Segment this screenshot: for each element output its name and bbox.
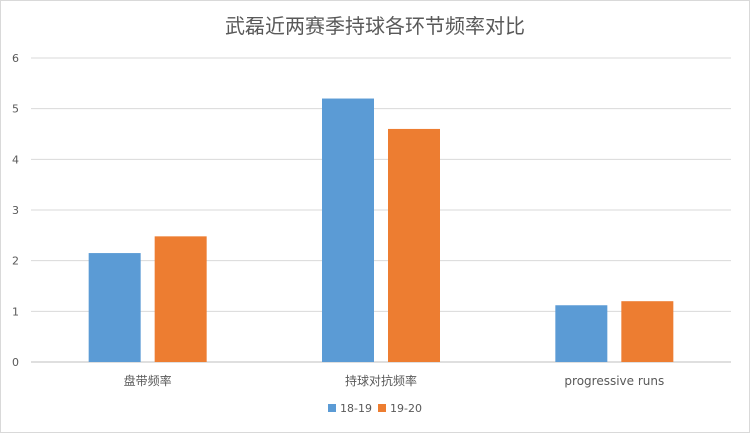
y-tick-label: 0: [12, 356, 19, 369]
x-category-label: 持球对抗频率: [345, 373, 417, 388]
y-tick-label: 5: [12, 103, 19, 116]
bar-19-20-1: [388, 128, 440, 362]
y-axis-ticks: 0 1 2 3 4 5 6: [12, 52, 19, 369]
y-tick-label: 2: [12, 255, 19, 268]
bars: [88, 98, 674, 363]
legend: 18-19 19-20: [328, 402, 422, 415]
y-tick-label: 6: [12, 52, 19, 65]
bar-19-20-0: [154, 236, 207, 362]
bar-18-19-1: [322, 98, 374, 363]
bar-19-20-2: [621, 301, 674, 362]
legend-swatch-19-20: [378, 404, 386, 412]
legend-label: 18-19: [340, 402, 372, 415]
x-axis-labels: 盘带频率 持球对抗频率 progressive runs: [124, 373, 665, 388]
chart-title: 武磊近两赛季持球各环节频率对比: [225, 14, 525, 38]
bar-18-19-2: [555, 305, 608, 362]
bar-18-19-0: [88, 253, 141, 362]
y-tick-label: 4: [12, 153, 19, 166]
legend-swatch-18-19: [328, 404, 336, 412]
x-category-label: progressive runs: [564, 374, 664, 388]
x-category-label: 盘带频率: [124, 373, 172, 388]
y-tick-label: 3: [12, 204, 19, 217]
legend-label: 19-20: [390, 402, 422, 415]
gridlines: [31, 57, 731, 363]
y-tick-label: 1: [12, 305, 19, 318]
